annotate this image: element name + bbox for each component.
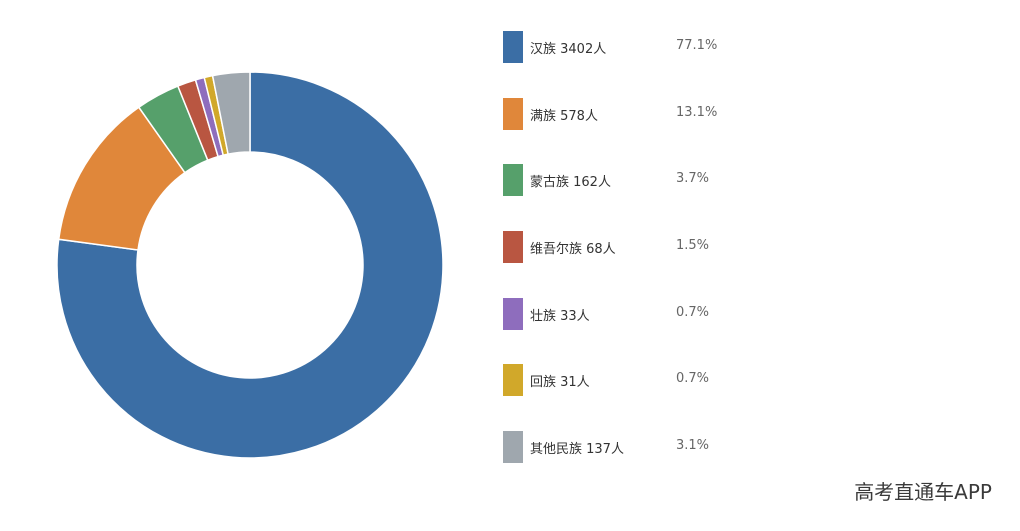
legend-label: 维吾尔族 68人	[530, 242, 616, 258]
legend-label: 汉族 3402人	[530, 42, 607, 57]
legend-label: 蒙古族 162人	[530, 175, 611, 191]
legend-item: 回族 31人 0.7%	[503, 364, 803, 397]
legend-swatch	[503, 297, 523, 330]
legend-percent: 77.1%	[676, 38, 718, 53]
watermark-text: 高考直通车APP	[854, 480, 992, 504]
legend-item: 蒙古族 162人 3.7%	[503, 164, 803, 197]
legend-item: 壮族 33人 0.7%	[503, 297, 803, 330]
legend-swatch	[503, 364, 523, 397]
legend-percent: 13.1%	[676, 104, 718, 120]
legend-item: 满族 578人 13.1%	[503, 97, 803, 130]
legend-item: 维吾尔族 68人 1.5%	[503, 231, 803, 264]
legend-item: 汉族 3402人 77.1%	[503, 31, 803, 63]
legend-swatch	[503, 31, 523, 63]
legend-swatch	[503, 164, 523, 197]
legend-label: 满族 578人	[530, 108, 598, 124]
legend-swatch	[503, 231, 523, 264]
slice-6	[211, 71, 251, 156]
legend-percent: 3.7%	[676, 171, 710, 187]
legend-swatch	[503, 97, 523, 130]
legend: 汉族 3402人 77.1% 满族 578人 13.1% 蒙古族 162人 3.7% 维吾尔…	[503, 31, 803, 498]
legend-percent: 0.7%	[676, 371, 710, 387]
slice-0	[56, 71, 444, 459]
legend-percent: 0.7%	[676, 304, 710, 320]
legend-label: 其他民族 137人	[530, 442, 624, 458]
donut-chart	[56, 71, 444, 459]
legend-item: 其他民族 137人 3.1%	[503, 431, 803, 464]
legend-percent: 1.5%	[676, 238, 710, 254]
legend-label: 回族 31人	[530, 375, 590, 391]
legend-swatch	[503, 431, 523, 464]
legend-label: 壮族 33人	[530, 308, 590, 324]
legend-percent: 3.1%	[676, 438, 710, 454]
